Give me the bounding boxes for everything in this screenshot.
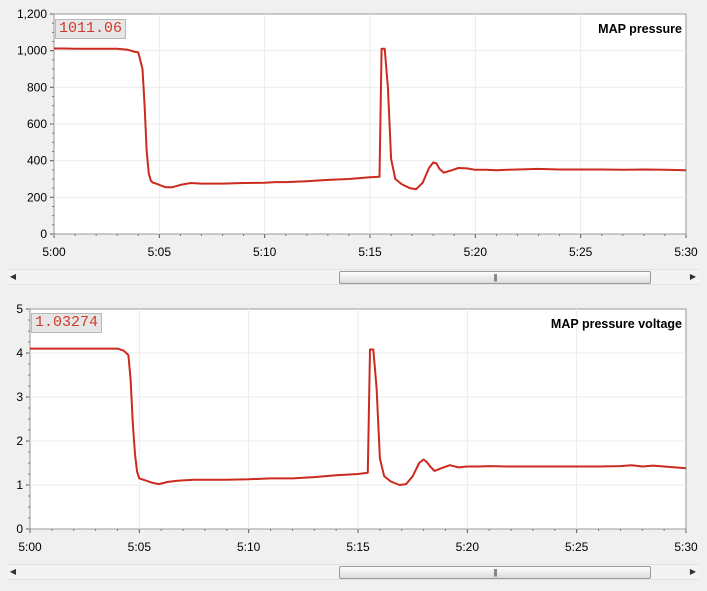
- x-tick-label: 5:10: [237, 540, 261, 554]
- y-tick-label: 1,200: [17, 7, 47, 21]
- y-tick-label: 1,000: [17, 44, 47, 58]
- x-tick-label: 5:00: [42, 245, 66, 259]
- chart-title: MAP pressure voltage: [551, 317, 682, 331]
- map-pressure-voltage-scrollbar[interactable]: ◀ ||| ▶: [7, 564, 699, 580]
- scroll-right-arrow-icon[interactable]: ▶: [689, 272, 697, 281]
- x-tick-label: 5:25: [569, 245, 593, 259]
- x-tick-label: 5:15: [346, 540, 370, 554]
- map-pressure-voltage-chart: 0 1 2 3 4 5 5:00 5:05 5:10 5:15 5:20 5:25 5:30 MAP pr…: [16, 302, 698, 554]
- y-tick-label: 3: [16, 390, 23, 404]
- x-tick-label: 5:30: [674, 245, 698, 259]
- x-tick-label: 5:30: [674, 540, 698, 554]
- x-tick-label: 5:00: [18, 540, 42, 554]
- grip-icon: |||: [493, 568, 497, 577]
- map-pressure-readout: 1011.06: [55, 19, 127, 39]
- series-line: [30, 347, 687, 486]
- y-tick-label: 4: [16, 346, 23, 360]
- scroll-left-arrow-icon[interactable]: ◀: [9, 272, 17, 281]
- chart-title: MAP pressure: [598, 22, 682, 36]
- y-tick-label: 5: [16, 302, 23, 316]
- x-tick-label: 5:10: [253, 245, 277, 259]
- x-tick-label: 5:20: [464, 245, 488, 259]
- y-tick-label: 0: [40, 227, 47, 241]
- x-tick-label: 5:05: [128, 540, 152, 554]
- y-tick-label: 0: [16, 522, 23, 536]
- scroll-thumb[interactable]: |||: [339, 566, 651, 579]
- map-pressure-voltage-chart-panel: 0 1 2 3 4 5 5:00 5:05 5:10 5:15 5:20 5:25 5:30 MAP pr…: [0, 295, 707, 591]
- map-pressure-chart: 0 200 400 600 800 1,000 1,200 5:00 5:05 5:10 5:15 5…: [17, 7, 698, 259]
- scroll-left-arrow-icon[interactable]: ◀: [9, 567, 17, 576]
- y-tick-label: 2: [16, 434, 23, 448]
- scroll-thumb[interactable]: |||: [339, 271, 651, 284]
- x-tick-label: 5:25: [565, 540, 589, 554]
- x-tick-label: 5:20: [456, 540, 480, 554]
- y-tick-label: 600: [27, 117, 47, 131]
- map-pressure-scrollbar[interactable]: ◀ ||| ▶: [7, 269, 699, 285]
- map-pressure-voltage-readout: 1.03274: [31, 313, 103, 333]
- y-tick-label: 1: [16, 478, 23, 492]
- series-line: [54, 47, 687, 191]
- map-pressure-chart-panel: 0 200 400 600 800 1,000 1,200 5:00 5:05 5:10 5:15 5…: [0, 0, 707, 295]
- y-tick-label: 400: [27, 154, 47, 168]
- x-tick-label: 5:15: [358, 245, 382, 259]
- grip-icon: |||: [493, 273, 497, 282]
- y-tick-label: 200: [27, 190, 47, 204]
- x-tick-label: 5:05: [148, 245, 172, 259]
- y-tick-label: 800: [27, 80, 47, 94]
- scroll-right-arrow-icon[interactable]: ▶: [689, 567, 697, 576]
